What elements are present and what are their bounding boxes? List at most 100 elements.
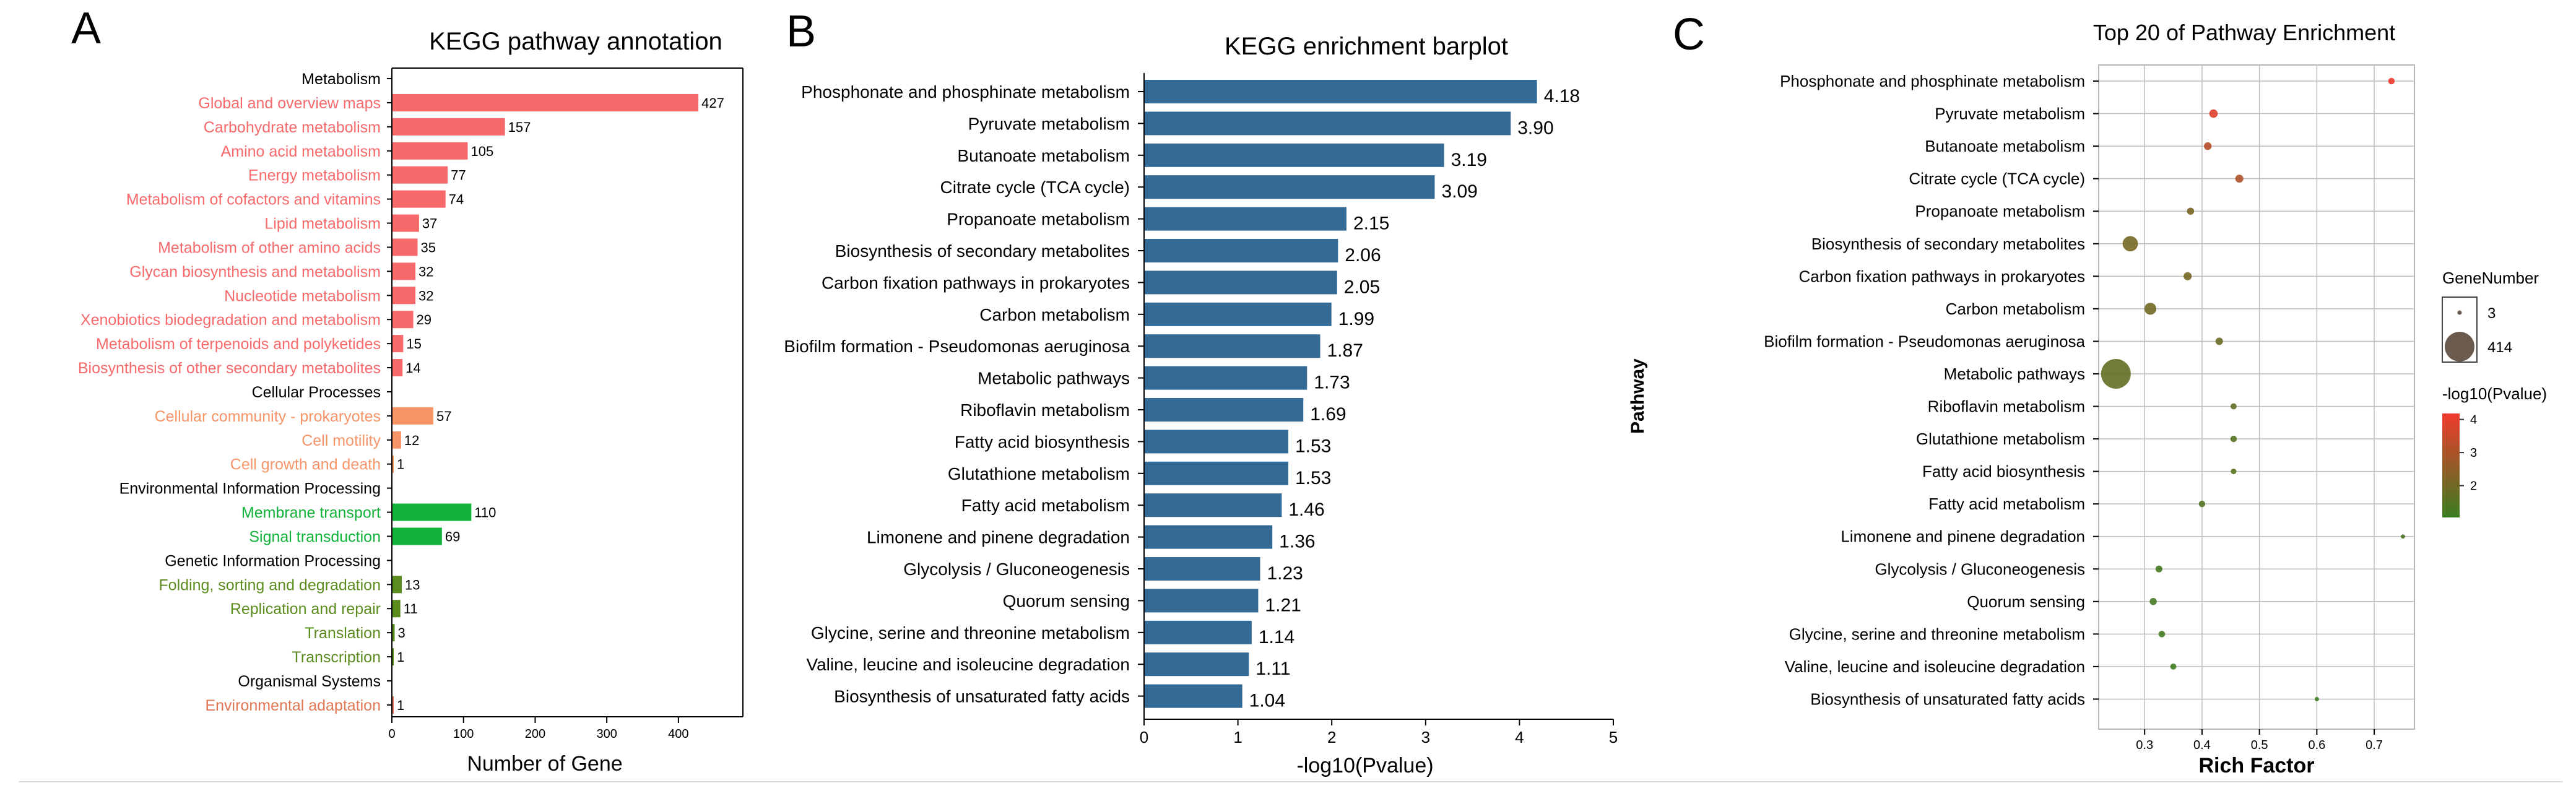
panel-a-bar [392, 455, 394, 473]
panel-a-bar-value: 32 [418, 288, 433, 303]
panel-c-letter: C [1673, 10, 1705, 59]
panel-a-bar [392, 166, 448, 184]
panel-a-bar-value: 12 [404, 433, 419, 448]
panel-a-category-label: Environmental adaptation [205, 697, 381, 714]
panel-a-bar-value: 110 [474, 505, 496, 521]
panel-b-bar [1145, 430, 1288, 454]
panel-a-bar-value: 37 [422, 216, 437, 231]
panel-a-bar-value: 13 [405, 577, 420, 592]
panel-a-x-tick-label: 200 [525, 727, 545, 741]
panel-a-bar [392, 142, 468, 160]
color-legend-tick-label: 4 [2470, 413, 2477, 427]
panel-b-bar-value: 1.46 [1288, 500, 1324, 520]
panel-b-bar [1145, 684, 1242, 708]
panel-a-category-label: Transcription [292, 649, 381, 666]
panel-b-bar [1145, 366, 1308, 390]
panel-b-category-label: Carbon fixation pathways in prokaryotes [822, 273, 1130, 292]
panel-a-category-label: Metabolism of cofactors and vitamins [126, 191, 381, 209]
panel-a-bar [392, 93, 699, 111]
panel-b-category-label: Limonene and pinene degradation [867, 528, 1130, 547]
size-legend-title: GeneNumber [2442, 269, 2539, 287]
panel-a-bar [392, 311, 414, 329]
panel-c-x-tick-label: 0.7 [2366, 738, 2383, 752]
size-legend: 3 414 [2445, 305, 2512, 361]
panel-b-category-label: Biofilm formation - Pseudomonas aerugino… [784, 337, 1130, 356]
panel-b-category-label: Glutathione metabolism [948, 464, 1130, 483]
panel-b-category-label: Glycolysis / Gluconeogenesis [903, 560, 1130, 579]
panel-b-bar [1145, 620, 1252, 644]
panel-a-bar-value: 77 [451, 168, 466, 183]
panel-a-category-label: Glycan biosynthesis and metabolism [129, 263, 381, 280]
panel-c-category-label: Phosphonate and phosphinate metabolism [1780, 72, 2085, 90]
panel-a-bar [392, 431, 401, 449]
panel-b-bar-value: 1.04 [1249, 691, 1285, 711]
panel-a-category-label: Genetic Information Processing [165, 552, 381, 569]
panel-b-category-label: Quorum sensing [1003, 591, 1130, 610]
panel-a-x-tick-label: 0 [388, 727, 395, 741]
panel-a-bar [392, 576, 402, 594]
panel-c-point [2230, 403, 2237, 410]
panel-b-bar [1145, 302, 1332, 326]
panel-c-category-label: Fatty acid metabolism [1928, 495, 2085, 513]
panel-c-point [2158, 631, 2166, 638]
panel-b-bar [1145, 525, 1273, 549]
panel-a-category-label: Energy metabolism [248, 167, 381, 184]
panel-a-category-label: Cell motility [301, 432, 381, 449]
panel-a-bar-value: 32 [418, 264, 433, 279]
panel-c-x-label: Rich Factor [2198, 754, 2314, 777]
color-legend-bar [2442, 413, 2460, 517]
panel-c-category-label: Valine, leucine and isoleucine degradati… [1785, 657, 2085, 676]
panel-c-point [2204, 142, 2212, 150]
panel-c-category-label: Carbon metabolism [1946, 300, 2085, 318]
panel-c-point [2187, 207, 2195, 215]
panel-c-category-label: Limonene and pinene degradation [1841, 527, 2085, 546]
panel-b-bar-value: 2.15 [1353, 214, 1389, 234]
panel-b-x-tick-label: 3 [1421, 728, 1430, 746]
panel-a-bar [392, 214, 419, 232]
panel-b-category-label: Metabolic pathways [978, 369, 1130, 388]
panel-a-bar-value: 427 [701, 95, 724, 111]
panel-c-category-label: Fatty acid biosynthesis [1922, 462, 2085, 481]
size-legend-circle [2457, 310, 2462, 315]
panel-b-x-tick-label: 0 [1140, 728, 1148, 746]
panel-b-x-tick-label: 4 [1515, 728, 1524, 746]
size-legend-label: 414 [2487, 339, 2512, 356]
panel-a-category-label: Lipid metabolism [264, 215, 381, 233]
panel-c-category-label: Propanoate metabolism [1915, 202, 2085, 220]
panel-c-category-label: Quorum sensing [1967, 592, 2085, 611]
panel-c-point [2122, 236, 2138, 252]
panel-a-category-label: Membrane transport [241, 504, 381, 522]
panel-b-bar-value: 3.90 [1517, 118, 1553, 138]
color-legend: 2 3 4 [2460, 413, 2477, 493]
panel-a-category-label: Signal transduction [249, 528, 381, 545]
panel-a-bar [392, 287, 416, 305]
panel-a-bar-value: 3 [397, 625, 405, 641]
panel-b-category-label: Fatty acid biosynthesis [955, 432, 1130, 451]
panel-c-category-label: Citrate cycle (TCA cycle) [1909, 170, 2085, 188]
panel-c-point [2198, 500, 2206, 508]
panel-b-bar-value: 1.23 [1267, 563, 1303, 584]
panel-a-category-label: Cell growth and death [230, 456, 381, 474]
panel-b-bar-value: 1.21 [1265, 595, 1301, 615]
panel-b-bar [1145, 270, 1337, 295]
panel-c-point [2101, 358, 2131, 389]
panel-b-category-label: Pyruvate metabolism [968, 114, 1130, 133]
panel-b-bar-value: 1.69 [1310, 404, 1346, 425]
panel-a-x-tick-label: 400 [668, 727, 688, 741]
panel-b-bar-value: 1.11 [1255, 659, 1290, 679]
panel-c-category-label: Biosynthesis of unsaturated fatty acids [1810, 690, 2085, 708]
panel-c-y-label: Pathway [1628, 358, 1648, 434]
panel-a-category-label: Metabolism of other amino acids [158, 239, 381, 256]
panel-b-bar-value: 1.53 [1295, 468, 1331, 488]
panel-c-x-tick-label: 0.6 [2308, 738, 2325, 752]
panel-a-bar-value: 11 [404, 601, 418, 616]
panel-a-category-label: Nucleotide metabolism [224, 287, 381, 305]
panel-a-category-label: Amino acid metabolism [221, 143, 381, 160]
panel-a-category-label: Replication and repair [230, 600, 381, 618]
panel-a-bar [392, 648, 394, 666]
panel-a-category-label: Xenobiotics biodegradation and metabolis… [80, 311, 381, 329]
panel-b-bar-value: 2.05 [1344, 277, 1380, 297]
panel-c-point [2155, 565, 2162, 573]
panel-b-bar [1145, 239, 1338, 262]
